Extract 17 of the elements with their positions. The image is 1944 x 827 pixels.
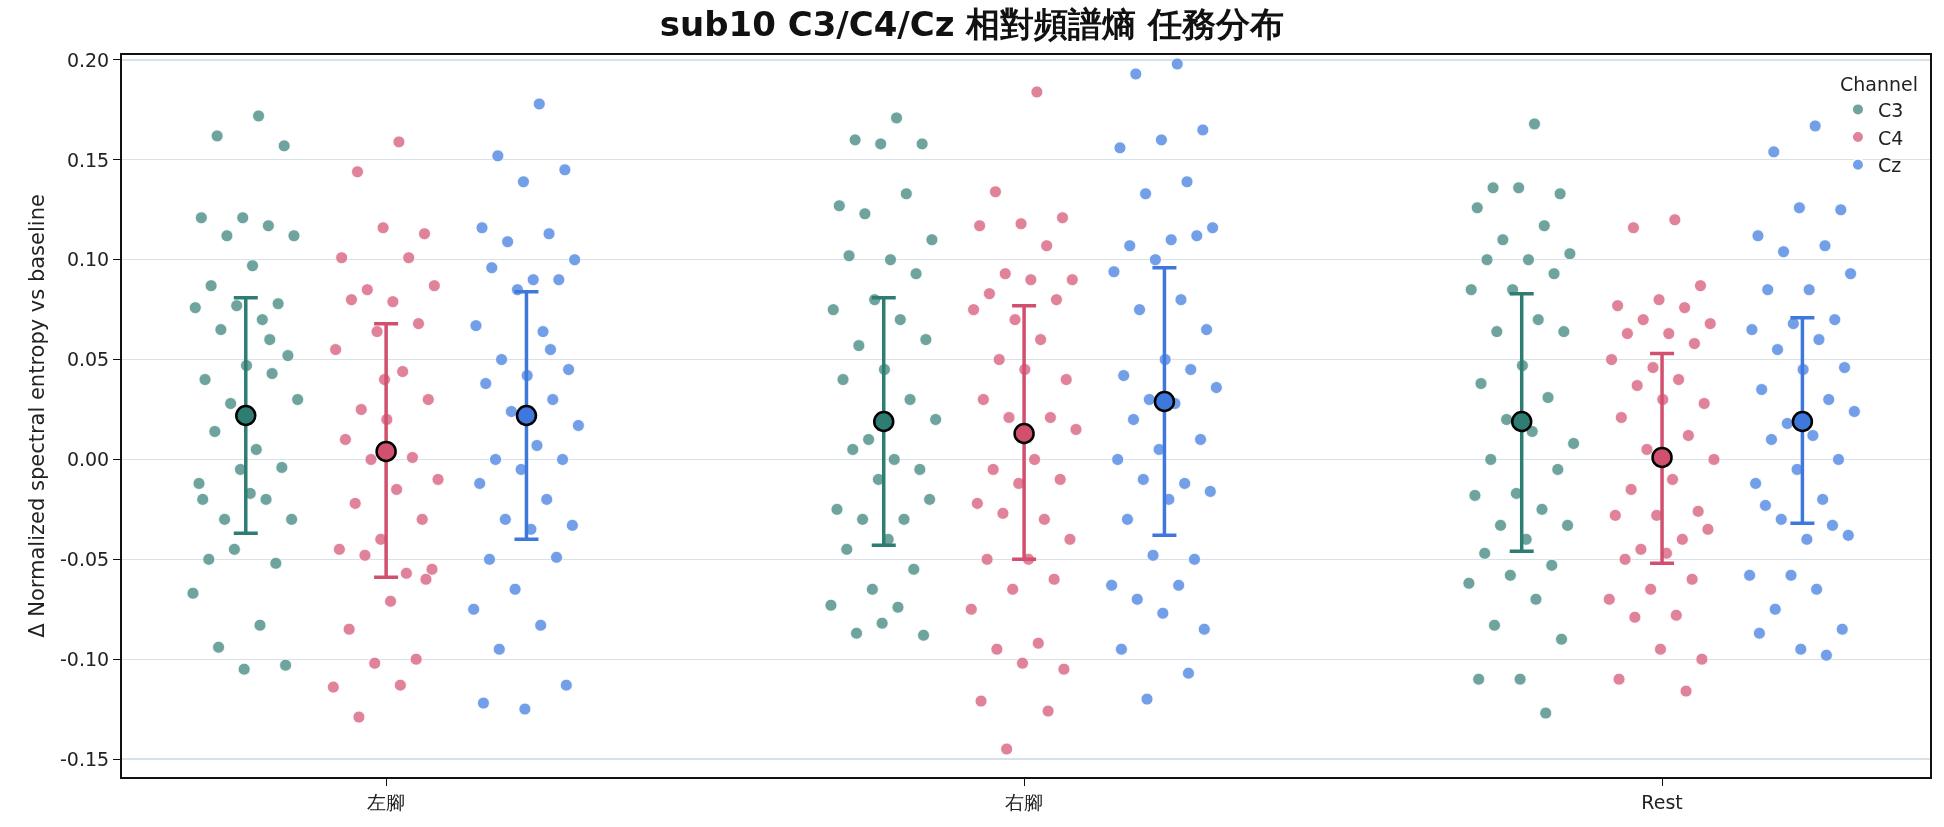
legend-label: C4 [1877,126,1904,149]
legend-label: Cz [1877,154,1902,177]
y-tick-label: 0.15 [66,148,110,171]
y-tick-label: 0.20 [66,48,110,71]
y-tick-label: -0.05 [60,547,110,570]
x-tick-label: 右腳 [1005,790,1044,813]
x-tick-label: Rest [1641,790,1683,813]
x-tick-label: 左腳 [367,790,406,813]
y-tick-label: 0.05 [66,348,110,371]
legend-title: Channel [1839,72,1918,95]
y-tick-label: 0.10 [66,248,110,271]
chart-title: sub10 C3/C4/Cz 相對頻譜熵 任務分布 [659,4,1285,45]
y-axis-title: Δ Normalized spectral entropy vs baseline [24,194,49,638]
y-tick-label: -0.10 [60,647,110,670]
legend-label: C3 [1877,98,1904,121]
y-tick-label: -0.15 [60,747,110,770]
y-tick-label: 0.00 [66,448,110,471]
